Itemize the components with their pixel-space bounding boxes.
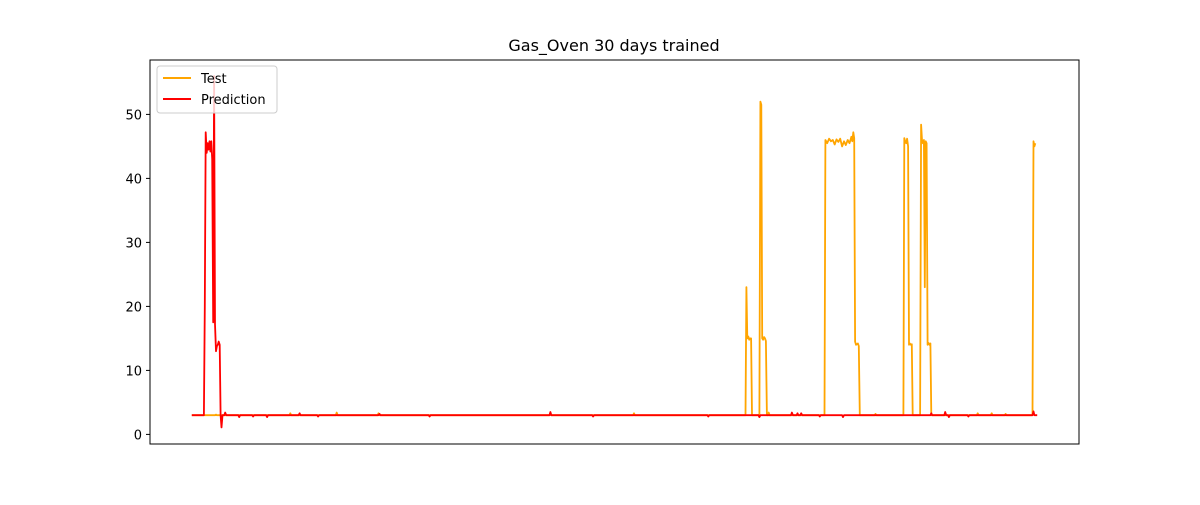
series-line-prediction — [191, 75, 1038, 429]
legend-label-test: Test — [200, 72, 227, 87]
y-axis: 0 10 20 30 40 50 — [125, 108, 150, 443]
y-tick-label: 10 — [125, 364, 142, 379]
y-tick-label: 20 — [125, 300, 142, 315]
y-tick-label: 50 — [125, 108, 142, 123]
legend-label-prediction: Prediction — [201, 93, 266, 108]
legend: Test Prediction — [156, 65, 278, 114]
y-tick-label: 40 — [125, 172, 142, 187]
series-layer — [191, 75, 1038, 429]
series-line-test — [191, 100, 1037, 417]
y-tick-label: 0 — [134, 428, 142, 443]
chart-title: Gas_Oven 30 days trained — [508, 36, 719, 56]
plot-area-frame — [149, 59, 1080, 445]
y-tick-label: 30 — [125, 236, 142, 251]
